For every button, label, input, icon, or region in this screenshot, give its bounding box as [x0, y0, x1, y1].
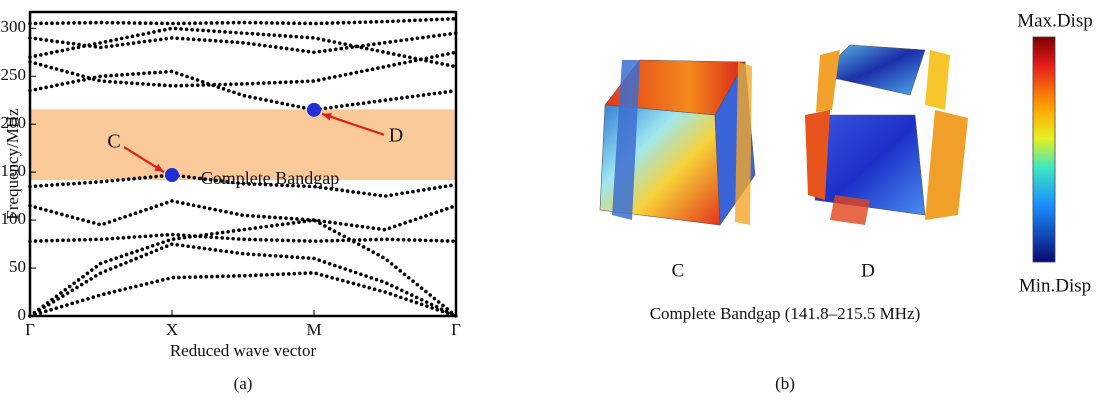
x-tick-label: Γ: [25, 320, 35, 339]
band: [30, 52, 456, 86]
bandgap-label: Complete Bandgap: [201, 168, 339, 188]
y-tick-label: 50: [9, 257, 26, 276]
band: [30, 273, 456, 316]
figure: 050100150200250300ΓXMΓCDComplete Bandgap…: [0, 0, 1107, 403]
colorbar-min: Min.Disp: [1019, 275, 1091, 296]
band: [30, 71, 456, 109]
point-label: D: [389, 124, 403, 146]
panel-label: (a): [234, 374, 253, 393]
mode-point: [165, 168, 179, 182]
x-tick-label: X: [166, 320, 178, 339]
band: [30, 201, 456, 230]
band: [30, 220, 456, 316]
mode-label: C: [672, 260, 685, 281]
band: [30, 234, 456, 241]
y-tick-label: 250: [1, 65, 27, 84]
x-tick-label: M: [306, 320, 321, 339]
mode-label: D: [861, 260, 875, 281]
band: [30, 19, 456, 24]
panel-label: (b): [775, 374, 795, 393]
colorbar-max: Max.Disp: [1017, 10, 1092, 31]
band: [30, 244, 456, 316]
mode-point: [307, 103, 321, 117]
colorbar: [1033, 37, 1055, 262]
mode-shape-c: [600, 60, 755, 225]
y-tick-label: 300: [1, 17, 27, 36]
y-axis-label: Frequency/MHz: [3, 108, 22, 220]
caption: Complete Bandgap (141.8–215.5 MHz): [650, 304, 921, 323]
x-axis-label: Reduced wave vector: [170, 341, 317, 360]
point-label: C: [107, 131, 120, 153]
mode-shape-d: [805, 45, 968, 225]
x-tick-label: Γ: [451, 320, 461, 339]
